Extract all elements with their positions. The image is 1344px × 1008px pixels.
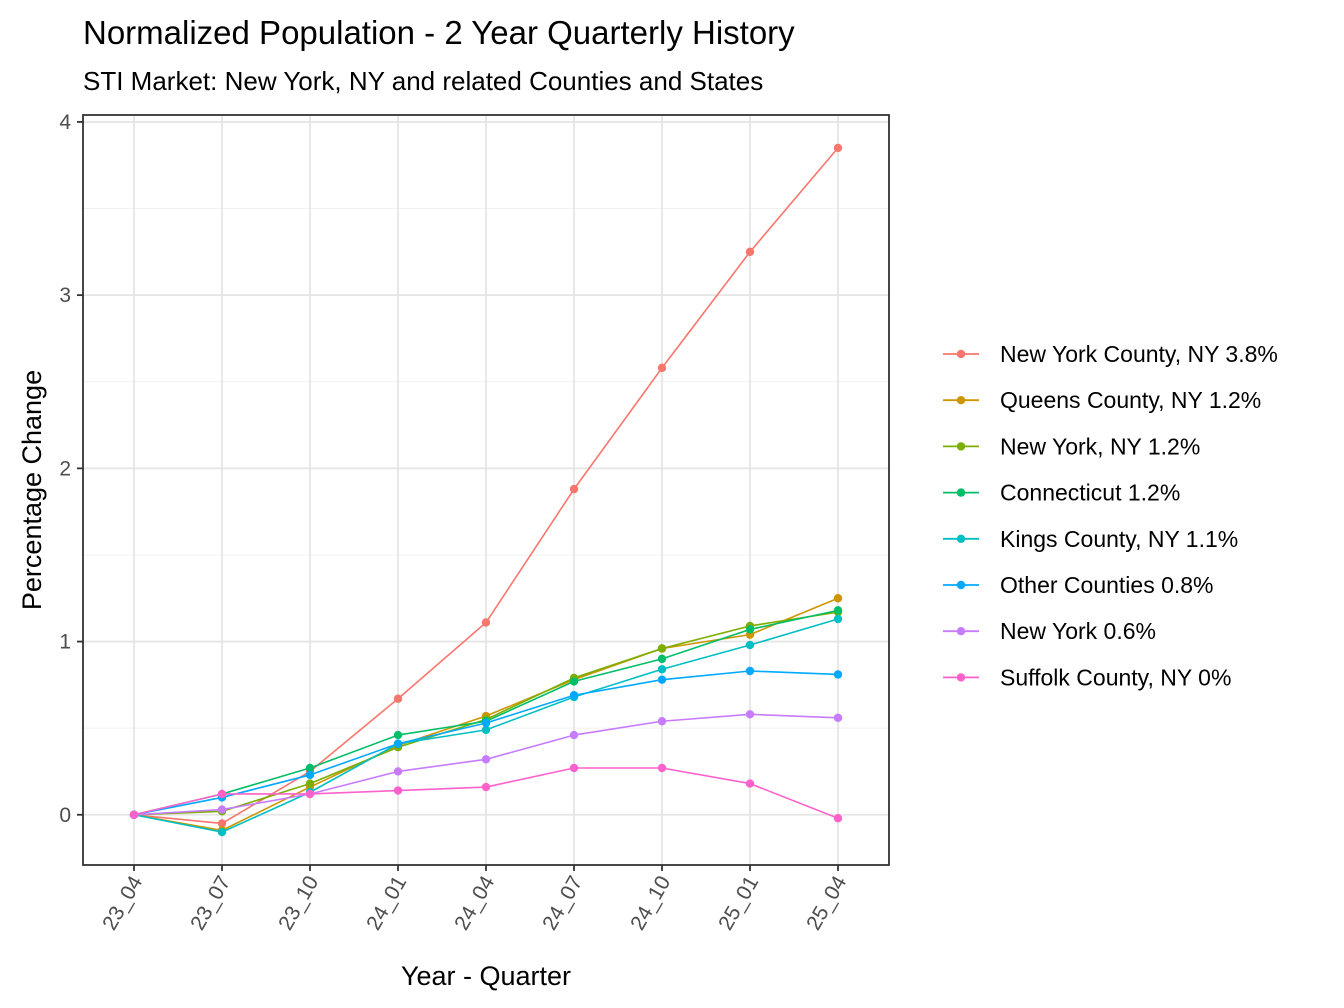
legend-label: New York 0.6%: [1000, 618, 1156, 644]
legend-key-point: [956, 396, 966, 405]
data-point: [569, 677, 579, 686]
data-point: [657, 763, 667, 773]
legend-key-point: [956, 534, 966, 543]
data-point: [129, 810, 139, 819]
data-point: [657, 363, 667, 373]
data-point: [833, 614, 843, 624]
x-tick-label: 24_07: [538, 872, 587, 934]
data-point: [393, 694, 403, 703]
data-point: [657, 654, 667, 664]
data-point: [833, 670, 843, 679]
y-axis-title: Percentage Change: [17, 370, 47, 610]
legend-key-point: [956, 488, 966, 497]
x-tick-label: 24_01: [362, 872, 411, 934]
x-tick-label: 24_10: [626, 872, 675, 934]
x-tick-label: 23_04: [98, 872, 147, 934]
legend-item: Connecticut 1.2%: [943, 480, 1180, 506]
data-point: [745, 710, 755, 719]
legend-key-point: [956, 580, 966, 590]
data-point: [745, 625, 755, 634]
data-point: [833, 713, 843, 722]
data-point: [481, 755, 491, 764]
legend-item: Other Counties 0.8%: [943, 572, 1214, 598]
data-point: [745, 640, 755, 650]
data-point: [657, 675, 667, 684]
legend-key-point: [956, 673, 966, 682]
plot-panel: [82, 114, 890, 866]
data-point: [217, 827, 227, 837]
x-tick-label: 24_04: [450, 872, 499, 934]
data-point: [393, 739, 403, 748]
legend-label: Connecticut 1.2%: [1000, 480, 1180, 506]
data-point: [833, 814, 843, 823]
x-axis: 23_04 23_07 23_10 24_01 24_04 24_07 24_10 25_01…: [98, 865, 851, 934]
legend-item: Kings County, NY 1.1%: [943, 526, 1238, 552]
legend-item: New York 0.6%: [943, 618, 1156, 644]
legend-label: Queens County, NY 1.2%: [1000, 387, 1261, 413]
y-tick-label: 0: [59, 804, 71, 827]
data-point: [569, 691, 579, 700]
data-point: [833, 594, 843, 603]
legend-key-point: [956, 442, 966, 451]
data-point: [217, 805, 227, 814]
data-point: [481, 718, 491, 728]
legend-label: New York, NY 1.2%: [1000, 433, 1200, 459]
data-point: [217, 789, 227, 799]
x-tick-label: 25_04: [802, 872, 851, 934]
data-point: [305, 789, 315, 799]
y-tick-label: 3: [59, 284, 71, 307]
y-tick-label: 4: [59, 111, 71, 134]
data-point: [393, 767, 403, 776]
y-tick-label: 1: [59, 631, 71, 654]
legend-item: Queens County, NY 1.2%: [943, 387, 1261, 413]
data-point: [481, 725, 491, 735]
data-point: [305, 770, 315, 780]
data-point: [833, 606, 843, 615]
y-tick-label: 2: [59, 457, 71, 480]
legend-label: New York County, NY 3.8%: [1000, 341, 1278, 367]
legend-item: New York, NY 1.2%: [943, 433, 1200, 459]
legend-label: Kings County, NY 1.1%: [1000, 526, 1238, 552]
data-point: [657, 665, 667, 674]
data-point: [657, 717, 667, 726]
y-axis: 0 1 2 3 4: [59, 111, 83, 827]
data-point: [569, 730, 579, 740]
data-point: [481, 618, 491, 627]
legend: New York County, NY 3.8% Queens County, N…: [943, 341, 1278, 690]
data-point: [305, 763, 315, 773]
legend-label: Suffolk County, NY 0%: [1000, 664, 1231, 690]
data-point: [657, 644, 667, 653]
chart-subtitle: STI Market: New York, NY and related Cou…: [83, 66, 763, 96]
legend-label: Other Counties 0.8%: [1000, 572, 1214, 598]
data-point: [745, 247, 755, 257]
chart-title: Normalized Population - 2 Year Quarterly…: [83, 14, 795, 51]
data-point: [393, 730, 403, 740]
data-point: [569, 484, 579, 494]
data-point: [481, 782, 491, 792]
legend-key-point: [956, 627, 966, 636]
data-point: [305, 779, 315, 788]
legend-item: New York County, NY 3.8%: [943, 341, 1278, 367]
x-axis-title: Year - Quarter: [401, 961, 571, 991]
legend-key-point: [956, 349, 966, 359]
x-tick-label: 23_07: [186, 872, 235, 934]
data-point: [833, 143, 843, 153]
data-point: [745, 779, 755, 788]
x-tick-label: 25_01: [714, 872, 763, 934]
data-point: [393, 786, 403, 795]
data-point: [569, 763, 579, 773]
data-point: [217, 819, 227, 828]
data-point: [745, 666, 755, 676]
x-tick-label: 23_10: [274, 872, 323, 934]
legend-item: Suffolk County, NY 0%: [943, 664, 1231, 690]
